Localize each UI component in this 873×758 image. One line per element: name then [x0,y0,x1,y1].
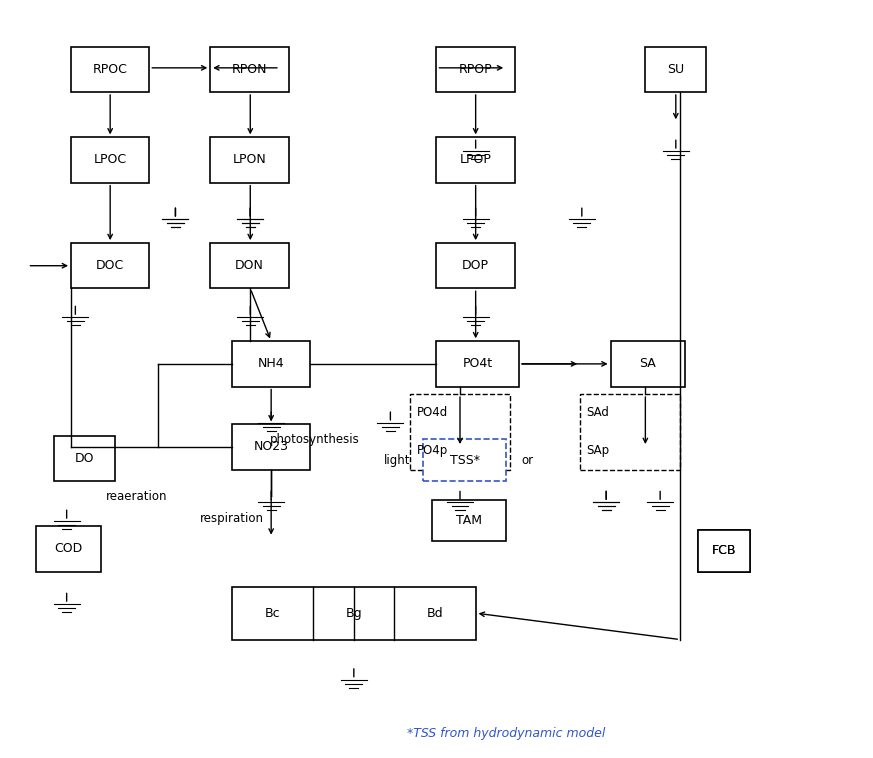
Bar [71,137,149,183]
Text: light: light [384,454,410,467]
Bar [210,243,289,288]
Bar [71,47,149,92]
Text: SA: SA [639,357,656,371]
Text: TAM: TAM [456,514,482,527]
Bar [580,394,680,470]
Text: DON: DON [235,259,264,272]
Text: PO4t: PO4t [463,357,493,371]
Text: SAd: SAd [586,406,609,419]
Text: NO23: NO23 [254,440,289,453]
Bar [210,137,289,183]
Bar [432,500,506,541]
Bar [232,424,310,470]
Bar [210,47,289,92]
Text: Bg: Bg [346,606,362,619]
Text: SU: SU [667,63,684,76]
Bar [232,587,476,640]
Text: PO4p: PO4p [417,444,448,457]
Bar [53,436,114,481]
Bar [36,526,101,572]
Text: DO: DO [74,452,93,465]
Bar [610,341,684,387]
Text: LPOC: LPOC [93,153,127,167]
Text: SAp: SAp [586,444,609,457]
Text: photosynthesis: photosynthesis [270,433,360,446]
Bar [436,341,519,387]
Bar [436,137,515,183]
Bar [436,243,515,288]
Bar [436,47,515,92]
Text: LPON: LPON [232,153,266,167]
Text: DOP: DOP [462,259,489,272]
Text: LPOP: LPOP [460,153,491,167]
Text: COD: COD [55,543,83,556]
Text: or: or [522,454,534,467]
Text: FCB: FCB [711,544,736,557]
Bar [645,47,706,92]
Text: RPOC: RPOC [93,63,127,76]
Bar [698,530,750,572]
Text: Bc: Bc [265,606,280,619]
Bar [423,440,506,481]
Text: FCB: FCB [711,544,736,557]
Text: reaeration: reaeration [106,490,167,503]
Bar [71,243,149,288]
Bar [232,341,310,387]
Text: *TSS from hydrodynamic model: *TSS from hydrodynamic model [407,728,605,741]
Text: RPOP: RPOP [459,63,492,76]
Bar [698,530,750,572]
Text: Bd: Bd [427,606,443,619]
Bar [410,394,511,470]
Text: TSS*: TSS* [450,454,480,467]
Text: PO4d: PO4d [417,406,448,419]
Text: NH4: NH4 [258,357,285,371]
Text: respiration: respiration [200,512,264,525]
Text: RPON: RPON [231,63,267,76]
Text: DOC: DOC [96,259,124,272]
